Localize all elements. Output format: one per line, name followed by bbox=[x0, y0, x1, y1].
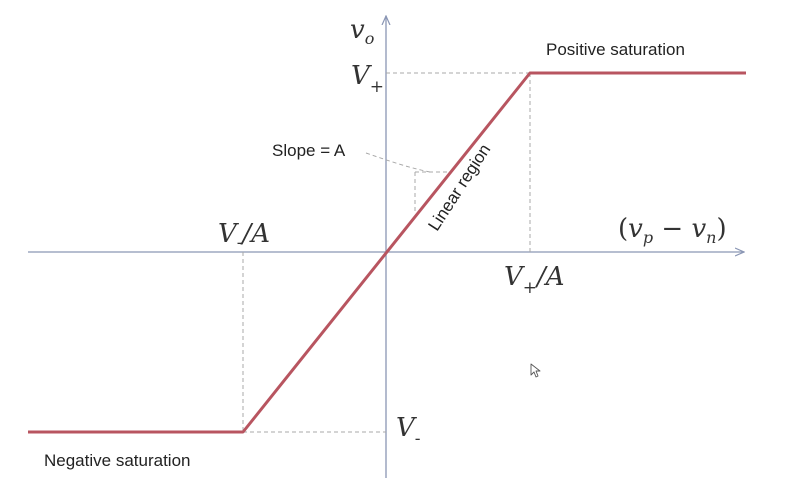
x-axis-open-paren: ( bbox=[618, 214, 628, 244]
y-axis-subscript: o bbox=[365, 29, 375, 48]
vminus-subscript: - bbox=[415, 429, 421, 449]
positive-saturation-label: Positive saturation bbox=[546, 40, 685, 59]
vplus-subscript: + bbox=[370, 77, 384, 97]
vplus-label: V+ bbox=[351, 61, 384, 97]
vplus-over-a-subscript: + bbox=[523, 278, 537, 298]
vplus-over-a-symbol: V bbox=[504, 262, 525, 292]
x-axis-v2: v bbox=[691, 214, 706, 244]
x-axis-minus: − bbox=[653, 214, 691, 244]
y-axis-label: vo bbox=[350, 15, 374, 48]
slope-label: Slope = A bbox=[272, 141, 346, 160]
negative-saturation-label: Negative saturation bbox=[44, 451, 190, 470]
vplus-over-a-rest: /A bbox=[534, 262, 565, 292]
x-axis-label: (vp − vn) bbox=[618, 214, 727, 247]
x-axis-close-paren: ) bbox=[716, 214, 726, 244]
vminus-over-a-rest: /A bbox=[240, 219, 271, 249]
guide-lines bbox=[242, 72, 531, 433]
mouse-cursor-icon bbox=[530, 363, 541, 378]
transfer-curve bbox=[28, 71, 746, 434]
x-axis-sub2: n bbox=[706, 228, 716, 247]
vminus-over-a-label: V-/A bbox=[218, 219, 270, 253]
vplus-symbol: V bbox=[351, 61, 372, 91]
vminus-over-a-symbol: V bbox=[218, 219, 239, 249]
slope-leader bbox=[365, 152, 431, 173]
vminus-over-a-subscript: - bbox=[237, 233, 243, 253]
y-axis-symbol: v bbox=[350, 15, 365, 45]
vplus-over-a-label: V+/A bbox=[504, 262, 565, 298]
x-axis-v1: v bbox=[628, 214, 643, 244]
x-axis-sub1: p bbox=[643, 228, 653, 247]
linear-region-label: Linear region bbox=[424, 141, 494, 235]
vminus-label: V- bbox=[396, 413, 421, 449]
vminus-symbol: V bbox=[396, 413, 417, 443]
